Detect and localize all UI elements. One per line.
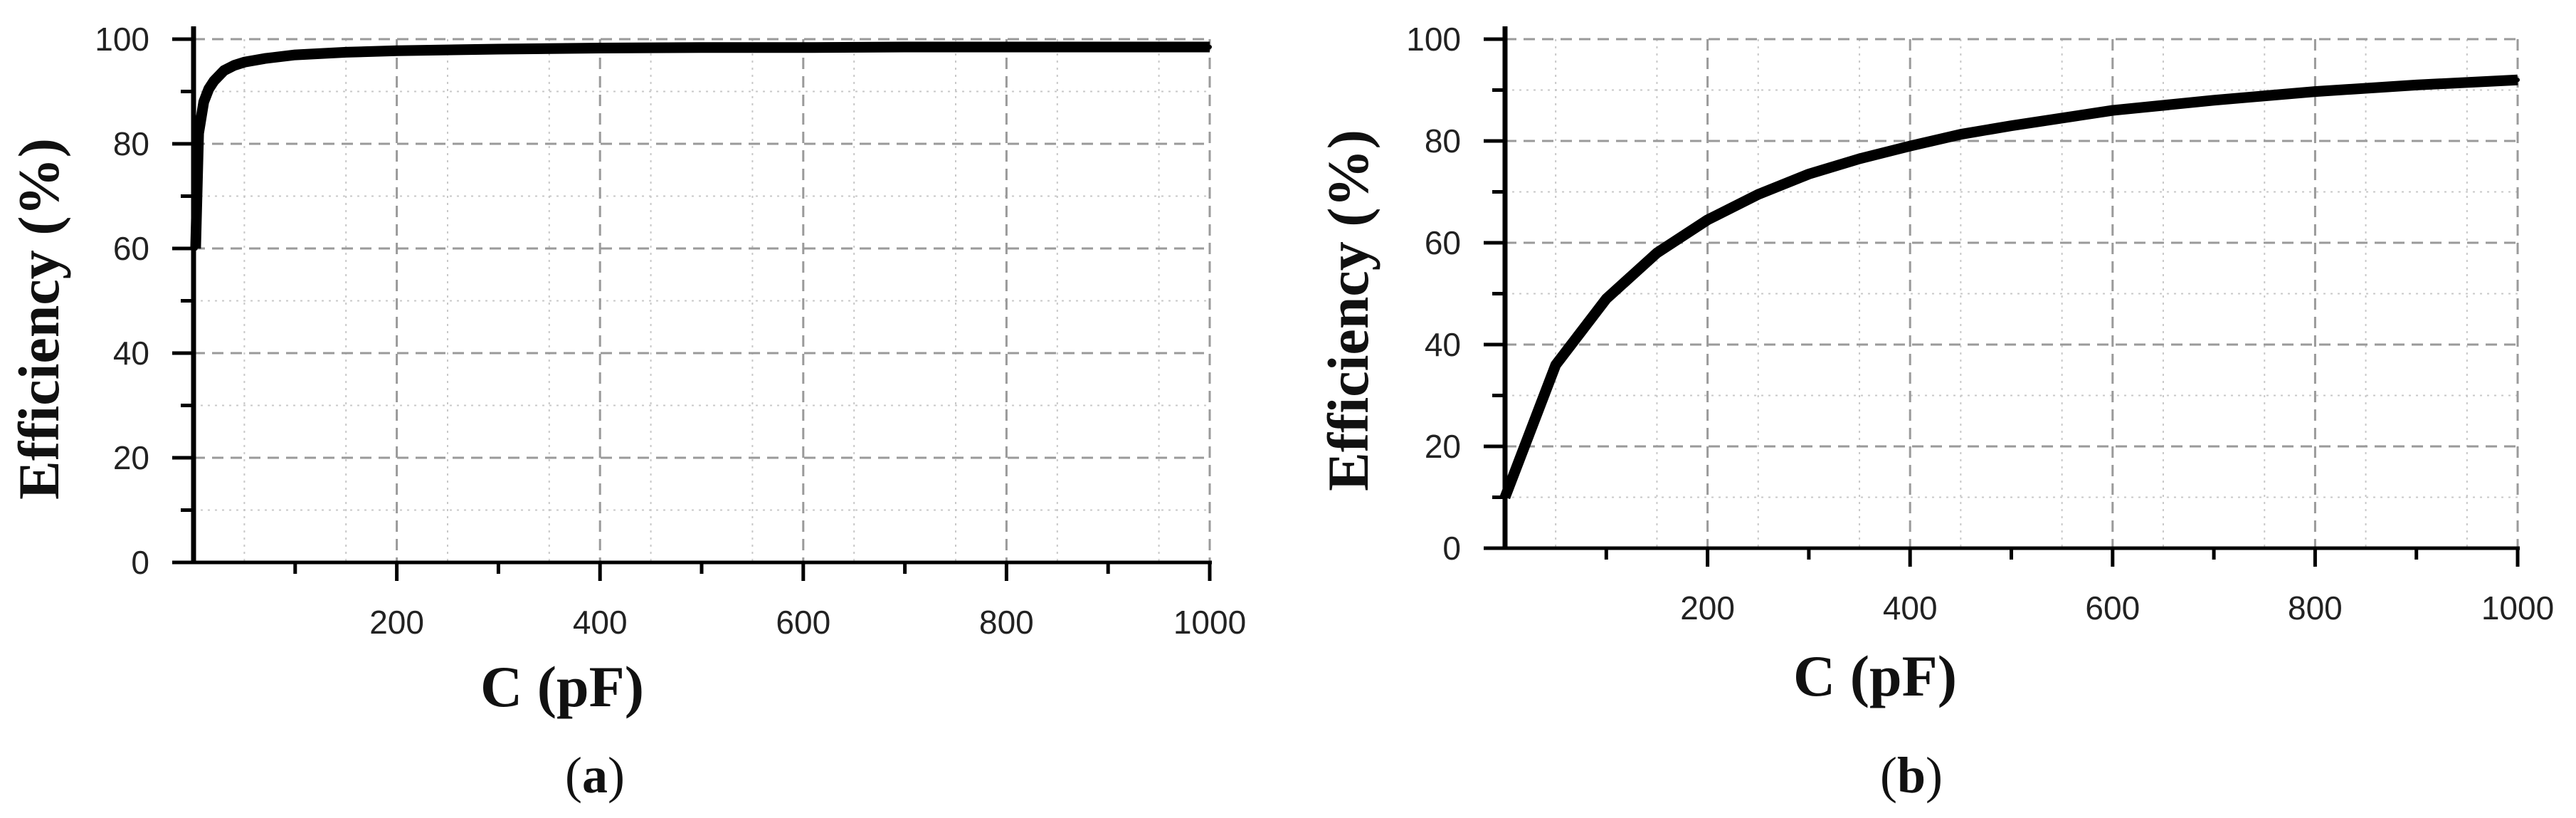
data-point bbox=[201, 100, 206, 105]
data-point bbox=[2110, 108, 2115, 113]
caption-close-paren: ) bbox=[608, 747, 625, 804]
y-tick-label: 60 bbox=[1425, 224, 1461, 261]
data-point bbox=[1806, 172, 1811, 177]
y-tick-label: 40 bbox=[1425, 326, 1461, 363]
data-point bbox=[262, 56, 267, 61]
data-point bbox=[496, 46, 501, 51]
caption-open-paren: ( bbox=[1880, 747, 1897, 804]
data-point bbox=[902, 45, 907, 50]
y-tick-label: 60 bbox=[113, 230, 149, 267]
y-tick-label: 20 bbox=[113, 439, 149, 476]
data-point bbox=[1604, 296, 1609, 301]
y-tick-label: 20 bbox=[1425, 428, 1461, 465]
data-point bbox=[196, 131, 201, 136]
caption-letter: a bbox=[582, 747, 608, 804]
data-point bbox=[242, 60, 247, 65]
x-tick-label: 800 bbox=[979, 604, 1034, 641]
y-tick-label: 100 bbox=[1406, 21, 1461, 58]
data-point bbox=[206, 86, 211, 91]
data-point bbox=[2414, 83, 2419, 88]
data-point bbox=[221, 68, 226, 73]
chart-panel-b: 200 400 600 800 1000 0 20 40 60 80 100 C (pF) Effi… bbox=[1316, 21, 2554, 804]
data-point bbox=[598, 46, 603, 51]
data-point bbox=[2212, 98, 2217, 103]
x-tick-label: 200 bbox=[1680, 589, 1735, 626]
y-tick-label: 0 bbox=[131, 544, 149, 581]
x-tick-label: 400 bbox=[1883, 589, 1938, 626]
data-point bbox=[700, 45, 704, 50]
data-point bbox=[394, 48, 399, 53]
panel-caption: (b) bbox=[1880, 747, 1943, 804]
x-tick-label: 1000 bbox=[1173, 604, 1246, 641]
x-tick-label: 1000 bbox=[2481, 589, 2554, 626]
data-point bbox=[1857, 157, 1862, 162]
data-point bbox=[1908, 144, 1913, 149]
x-tick-label: 600 bbox=[2085, 589, 2140, 626]
data-point bbox=[1958, 132, 1963, 137]
data-point bbox=[1654, 251, 1659, 256]
data-point bbox=[1503, 495, 1507, 500]
data-point bbox=[1106, 45, 1111, 50]
x-tick-label: 800 bbox=[2288, 589, 2343, 626]
data-point bbox=[801, 45, 806, 50]
y-tick-label: 0 bbox=[1442, 530, 1461, 567]
caption-close-paren: ) bbox=[1926, 747, 1943, 804]
chart-panel-a: 200 400 600 800 1000 0 20 40 60 80 100 C (pF) Effi… bbox=[6, 21, 1246, 804]
data-point bbox=[1553, 362, 1558, 367]
y-tick-label: 40 bbox=[113, 335, 149, 372]
data-point bbox=[344, 50, 349, 55]
y-axis-title: Efficiency (%) bbox=[1316, 130, 1381, 491]
x-tick-label: 400 bbox=[573, 604, 628, 641]
data-point bbox=[2313, 89, 2318, 94]
y-tick-label: 80 bbox=[113, 125, 149, 162]
x-axis-title: C (pF) bbox=[1793, 644, 1957, 708]
x-tick-label: 200 bbox=[369, 604, 424, 641]
data-point bbox=[232, 63, 237, 68]
caption-open-paren: ( bbox=[565, 747, 582, 804]
x-tick-label: 600 bbox=[776, 604, 830, 641]
data-point bbox=[2009, 123, 2014, 128]
y-axis-title: Efficiency (%) bbox=[6, 138, 71, 500]
efficiency-series-line bbox=[1499, 74, 2518, 500]
y-tick-label: 100 bbox=[95, 21, 149, 58]
data-point bbox=[2516, 78, 2520, 83]
y-tick-label: 80 bbox=[1425, 122, 1461, 159]
caption-letter: b bbox=[1897, 747, 1926, 804]
data-point bbox=[211, 78, 216, 83]
data-point bbox=[1756, 192, 1761, 197]
data-point bbox=[1004, 45, 1009, 50]
data-point bbox=[1705, 217, 1710, 222]
panel-caption: (a) bbox=[565, 747, 625, 804]
data-point bbox=[193, 246, 198, 251]
data-point bbox=[292, 53, 297, 58]
x-axis-title: C (pF) bbox=[480, 654, 644, 719]
data-point bbox=[1208, 45, 1212, 50]
